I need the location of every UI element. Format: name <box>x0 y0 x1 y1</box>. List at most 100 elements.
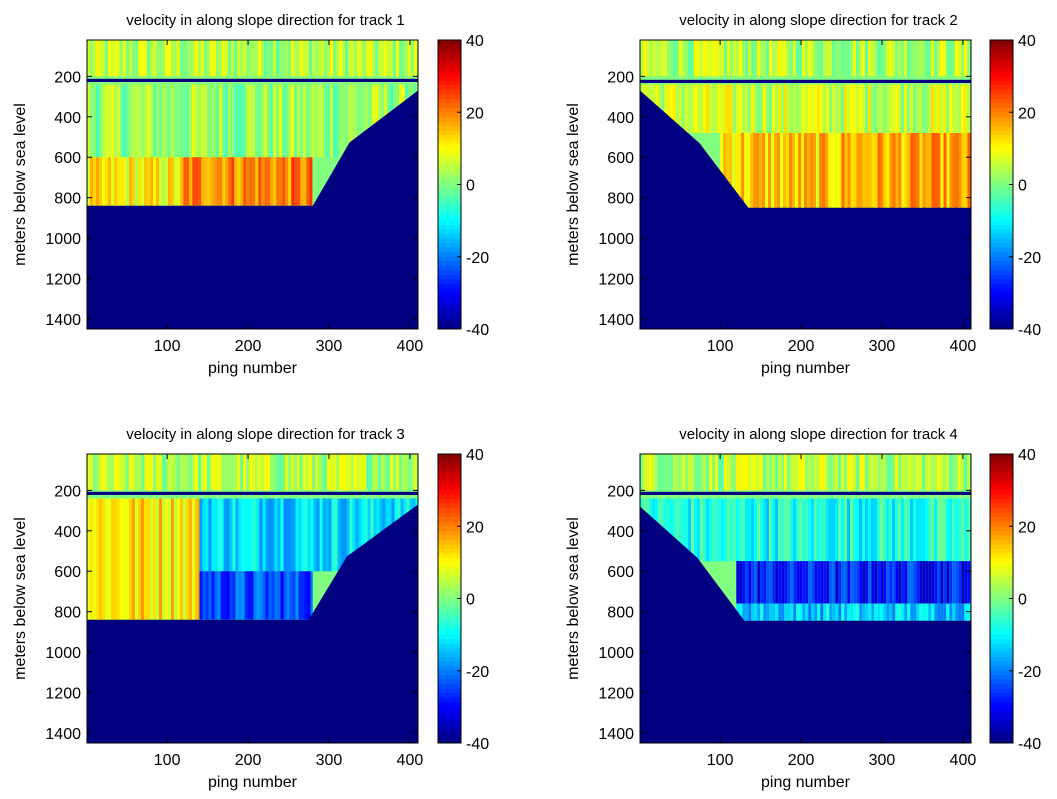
heatmap-cell <box>844 603 848 621</box>
x-axis-label: ping number <box>761 360 851 377</box>
heatmap-cell <box>231 84 234 158</box>
heatmap-cell <box>700 84 703 133</box>
heatmap-cell <box>304 571 308 620</box>
heatmap-cell <box>871 498 874 562</box>
heatmap-cell <box>790 84 793 133</box>
heatmap-cell <box>703 84 706 133</box>
colorbar-segment <box>438 481 461 487</box>
heatmap-cell <box>264 40 267 77</box>
heatmap-cell <box>901 84 904 133</box>
x-axis-label: ping number <box>208 360 298 377</box>
heatmap-cell <box>919 454 922 491</box>
heatmap-cell <box>87 84 90 158</box>
heatmap-cell <box>381 40 384 77</box>
heatmap-cell <box>216 454 219 491</box>
colorbar-segment <box>438 71 461 77</box>
heatmap-cell <box>862 454 865 491</box>
heatmap-cell <box>715 498 718 562</box>
heatmap-cell <box>90 84 93 158</box>
heatmap-cell <box>934 561 938 604</box>
colorbar-segment <box>990 324 1013 330</box>
heatmap-cell <box>277 571 281 620</box>
heatmap-cell <box>405 40 408 77</box>
colorbar-segment <box>990 274 1013 280</box>
heatmap-cell <box>898 133 902 208</box>
colorbar-segment <box>990 148 1013 154</box>
heatmap-cell <box>928 603 932 621</box>
heatmap-cell <box>195 498 198 620</box>
heatmap-cell <box>853 603 857 621</box>
chart-title: velocity in along slope direction for tr… <box>126 426 404 443</box>
heatmap-cell <box>180 40 183 77</box>
heatmap-cell <box>856 603 860 621</box>
heatmap-cell <box>952 133 956 208</box>
heatmap-cell <box>264 84 267 158</box>
heatmap-cell <box>267 84 270 158</box>
heatmap-cell <box>105 157 108 206</box>
axes-frame <box>86 453 419 744</box>
heatmap-cell <box>847 133 851 208</box>
colorbar-segment <box>990 256 1013 262</box>
heatmap-cell <box>913 498 916 562</box>
heatmap-cell <box>940 561 944 604</box>
colorbar-segment <box>990 738 1013 744</box>
heatmap-cell <box>889 498 892 562</box>
colorbar-segment <box>438 319 461 325</box>
heatmap-cell <box>925 561 929 604</box>
heatmap-cell <box>742 498 745 562</box>
heatmap-cell <box>832 84 835 133</box>
colorbar-segment <box>990 125 1013 131</box>
heatmap-cell <box>655 40 658 77</box>
heatmap-cell <box>670 40 673 77</box>
chart-panel-4: velocity in along slope direction for tr… <box>565 426 1041 791</box>
heatmap-cell <box>871 603 875 621</box>
colorbar-segment <box>438 607 461 613</box>
heatmap-cell <box>856 454 859 491</box>
heatmap-cell <box>718 498 721 562</box>
heatmap-cell <box>640 454 643 491</box>
heatmap-cell <box>844 454 847 491</box>
colorbar-segment <box>990 476 1013 482</box>
heatmap-cell <box>141 40 144 77</box>
heatmap-cell <box>964 603 968 621</box>
x-tick-label: 300 <box>316 752 343 769</box>
heatmap-cell <box>351 454 354 491</box>
heatmap-cell <box>367 498 371 572</box>
heatmap-cell <box>937 603 941 621</box>
heatmap-cell <box>250 571 254 620</box>
colorbar-segment <box>438 652 461 658</box>
heatmap-cell <box>751 561 755 604</box>
colorbar-segment <box>990 130 1013 136</box>
heatmap-cell <box>952 561 956 604</box>
chart-panel-3: velocity in along slope direction for tr… <box>12 426 489 791</box>
heatmap-cell <box>964 454 967 491</box>
heatmap-cell <box>754 454 757 491</box>
heatmap-cell <box>117 498 120 620</box>
heatmap-cell <box>742 603 746 621</box>
heatmap-cell <box>847 498 850 562</box>
heatmap-cell <box>856 84 859 133</box>
y-axis-label: meters below sea level <box>565 103 582 266</box>
heatmap-cell <box>241 498 245 572</box>
heatmap-cell <box>766 454 769 491</box>
heatmap-cell <box>235 498 239 572</box>
heatmap-cell <box>204 454 207 491</box>
heatmap-cell <box>727 40 730 77</box>
heatmap-cell <box>234 454 237 491</box>
heatmap-cell <box>156 454 159 491</box>
heatmap-cell <box>129 157 132 206</box>
heatmap-cell <box>204 40 207 77</box>
heatmap-cell <box>105 40 108 77</box>
colorbar-segment <box>438 693 461 699</box>
colorbar-segment <box>990 630 1013 636</box>
heatmap-cell <box>847 603 851 621</box>
heatmap-cell <box>655 454 658 491</box>
heatmap-cell <box>307 571 311 620</box>
heatmap-cell <box>820 84 823 133</box>
heatmap-cell <box>832 454 835 491</box>
heatmap-cell <box>841 84 844 133</box>
heatmap-cell <box>823 454 826 491</box>
heatmap-cell <box>168 498 171 620</box>
heatmap-cell <box>646 40 649 77</box>
heatmap-cell <box>123 84 126 158</box>
